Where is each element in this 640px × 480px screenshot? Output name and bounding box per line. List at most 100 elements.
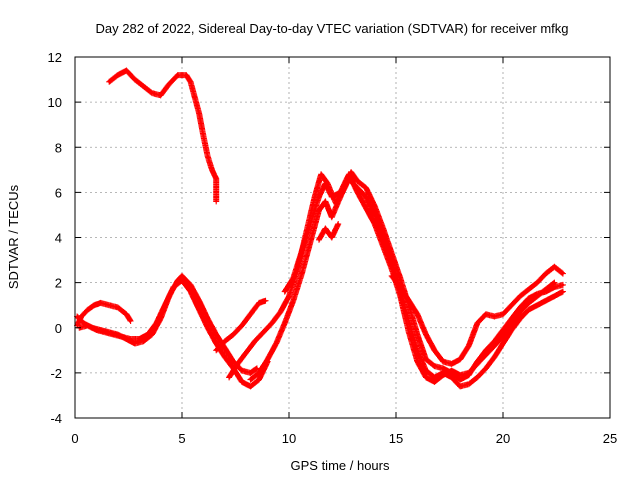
data-point <box>441 360 445 363</box>
data-point <box>433 364 436 368</box>
data-point <box>441 373 445 377</box>
data-point <box>93 303 96 307</box>
data-point <box>561 272 565 275</box>
data-point <box>202 134 205 138</box>
data-point <box>317 195 321 199</box>
data-point <box>501 335 505 338</box>
data-point <box>433 376 436 379</box>
data-point <box>317 209 321 212</box>
data-point <box>197 299 201 302</box>
data-point <box>339 191 342 194</box>
data-point <box>467 371 470 375</box>
data-point <box>450 362 453 366</box>
data-point <box>518 310 522 314</box>
data-point <box>125 69 128 72</box>
data-point <box>349 170 353 174</box>
data-point <box>484 353 488 357</box>
series-track-9 <box>388 263 566 367</box>
data-point <box>112 333 115 336</box>
data-point <box>476 376 479 379</box>
data-point <box>232 360 235 363</box>
data-point <box>283 322 286 325</box>
x-tick-label: 20 <box>496 431 510 446</box>
data-point <box>501 313 505 316</box>
data-point <box>518 294 522 298</box>
data-point <box>283 290 286 293</box>
data-point <box>501 328 505 332</box>
data-point <box>86 308 90 311</box>
data-point <box>324 182 327 185</box>
x-tick-label: 5 <box>178 431 185 446</box>
data-point <box>493 355 496 359</box>
data-point <box>99 301 102 305</box>
data-point <box>138 337 141 341</box>
data-point <box>459 385 462 388</box>
data-point <box>270 322 274 325</box>
series-track-1 <box>74 299 134 329</box>
y-tick-label: 12 <box>48 50 62 65</box>
data-point <box>364 206 368 210</box>
data-point <box>240 380 244 384</box>
data-point <box>287 294 291 298</box>
y-tick-label: 4 <box>55 231 62 246</box>
data-point <box>155 322 158 325</box>
data-point <box>510 324 513 327</box>
data-point <box>309 222 312 226</box>
data-point <box>262 331 265 334</box>
data-point <box>223 355 226 359</box>
data-point <box>266 358 269 361</box>
data-point <box>236 362 239 366</box>
data-point <box>501 342 505 345</box>
data-point <box>300 249 304 253</box>
data-point <box>129 337 132 341</box>
data-point <box>324 227 327 230</box>
data-point <box>441 367 445 370</box>
data-point <box>133 78 137 81</box>
data-point <box>364 195 368 199</box>
x-tick-label: 15 <box>389 431 403 446</box>
data-point <box>536 303 539 307</box>
series-track-4 <box>106 67 220 205</box>
data-point <box>553 285 556 289</box>
data-point <box>172 285 175 289</box>
data-point <box>215 200 218 203</box>
data-point <box>536 294 539 298</box>
data-point <box>527 301 530 305</box>
data-point <box>309 240 312 244</box>
data-point <box>159 94 162 97</box>
data-point <box>561 283 565 287</box>
data-point <box>330 215 333 219</box>
data-point <box>249 378 252 381</box>
data-point <box>264 299 267 302</box>
data-point <box>292 276 295 280</box>
data-point <box>390 274 393 278</box>
data-point <box>227 376 231 379</box>
data-point <box>484 367 488 370</box>
x-tick-label: 0 <box>71 431 78 446</box>
data-point <box>433 349 436 352</box>
data-point <box>197 308 201 311</box>
data-point <box>292 299 295 302</box>
data-point <box>399 285 402 289</box>
data-point <box>407 331 411 334</box>
y-tick-label: 8 <box>55 140 62 155</box>
data-point <box>240 369 244 372</box>
data-point <box>189 80 192 84</box>
data-point <box>146 333 149 336</box>
data-point <box>373 213 376 217</box>
data-point <box>459 358 462 361</box>
y-tick-label: 6 <box>55 185 62 200</box>
data-point <box>163 303 167 307</box>
data-point <box>373 222 376 226</box>
data-point <box>339 195 342 199</box>
y-axis-label: SDTVAR / TECUs <box>6 184 21 289</box>
data-point <box>257 301 261 305</box>
data-point <box>253 340 256 343</box>
series-track-8 <box>281 171 558 385</box>
data-point <box>399 294 402 298</box>
data-point <box>176 73 179 77</box>
data-point <box>527 297 530 300</box>
data-point <box>433 380 436 384</box>
data-point <box>356 179 359 183</box>
data-point <box>300 272 304 275</box>
